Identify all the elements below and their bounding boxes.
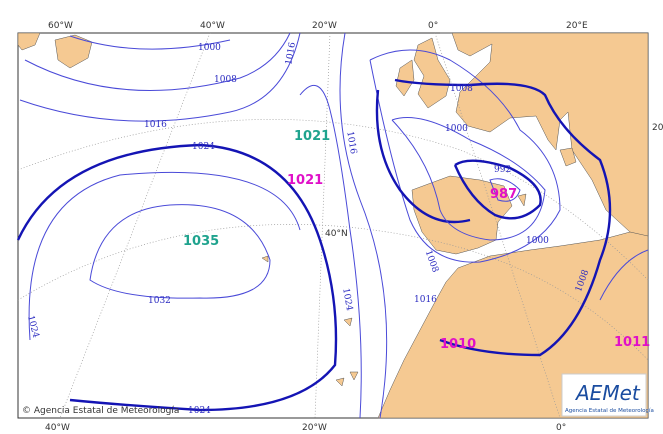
low-center: 1021	[287, 173, 323, 188]
lon-label: 20°E	[566, 21, 588, 31]
high-center: 1035	[183, 234, 219, 249]
lon-label: 40°W	[45, 423, 70, 433]
isobar-label: 1008	[450, 84, 473, 94]
lat-label: 20	[652, 123, 663, 133]
isobar-label: 1016	[414, 295, 437, 305]
isobar	[16, 143, 338, 412]
ireland	[395, 59, 415, 97]
low-center: 987	[490, 187, 517, 202]
isobar	[369, 49, 561, 263]
isobar-label: 1008	[214, 75, 237, 85]
isobar-label: 1032	[148, 296, 171, 306]
isobar	[299, 84, 362, 419]
iceland	[54, 34, 93, 69]
meridian	[314, 32, 331, 419]
isobar	[19, 32, 301, 122]
low-center: 1011	[614, 335, 650, 350]
isobar-labels: 1000 1008 1016 1024 1016 1016 1008 1000 …	[25, 41, 591, 416]
isobar	[599, 249, 649, 301]
isobar	[391, 117, 546, 241]
britain	[413, 37, 451, 109]
isobar-label: 992	[494, 165, 511, 175]
logo-box	[561, 373, 647, 417]
isobar	[375, 89, 471, 224]
lat-label: 40°N	[325, 229, 348, 239]
coordinate-labels: 60°W 40°W 20°W 0° 20°E 40°W 20°W 0° 20 4…	[45, 21, 663, 433]
africa	[377, 231, 649, 419]
isobar-label: 1000	[445, 124, 468, 134]
lon-label: 40°W	[200, 21, 225, 31]
isobar	[339, 32, 388, 419]
isobar-label: 1024	[192, 142, 215, 152]
logo-name: AEMet	[574, 381, 641, 405]
low-center: 1010	[440, 337, 476, 352]
parallel	[17, 119, 649, 281]
logo-subtitle: Agencia Estatal de Meteorología	[565, 407, 654, 414]
pressure-centers: 1021 1021 1035 987 1010 1011	[183, 129, 650, 352]
logo: AEMet Agencia Estatal de Meteorología	[561, 373, 654, 417]
isobar	[69, 35, 231, 50]
lon-label: 20°W	[312, 21, 337, 31]
high-center: 1021	[294, 129, 330, 144]
isobar-label: 1024	[340, 287, 354, 312]
isobar	[489, 178, 521, 202]
isobar-label: 1016	[144, 120, 167, 130]
isobars	[16, 32, 649, 419]
lon-label: 60°W	[48, 21, 73, 31]
lon-label: 0°	[428, 21, 438, 31]
lon-label: 0°	[556, 423, 566, 433]
isobar-label: 1016	[284, 41, 298, 66]
parallel	[17, 224, 649, 361]
copyright: © Agencia Estatal de Meteorología	[22, 406, 179, 416]
isobar	[453, 159, 542, 220]
isobar	[89, 204, 271, 299]
islands	[517, 147, 577, 207]
isobar-label: 1000	[198, 43, 221, 53]
isobar-label: 1024	[188, 406, 211, 416]
graticule	[17, 32, 649, 419]
isobar	[394, 78, 612, 357]
lon-label: 20°W	[302, 423, 327, 433]
isobar	[28, 171, 301, 341]
isobar	[24, 32, 291, 91]
isobar-label: 1000	[526, 236, 549, 246]
greenland	[17, 32, 41, 51]
atlantic-islands	[261, 255, 359, 387]
isobar-label: 1016	[344, 131, 358, 156]
